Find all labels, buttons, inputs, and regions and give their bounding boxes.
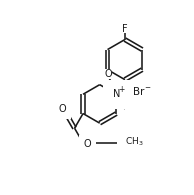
Text: O: O	[84, 139, 91, 149]
Text: O: O	[104, 69, 112, 79]
Text: O: O	[58, 104, 66, 114]
Text: N: N	[113, 89, 120, 99]
Text: CH$_3$: CH$_3$	[125, 136, 143, 148]
Text: +: +	[119, 85, 125, 94]
Text: Br$^-$: Br$^-$	[132, 85, 152, 97]
Text: F: F	[122, 24, 128, 34]
